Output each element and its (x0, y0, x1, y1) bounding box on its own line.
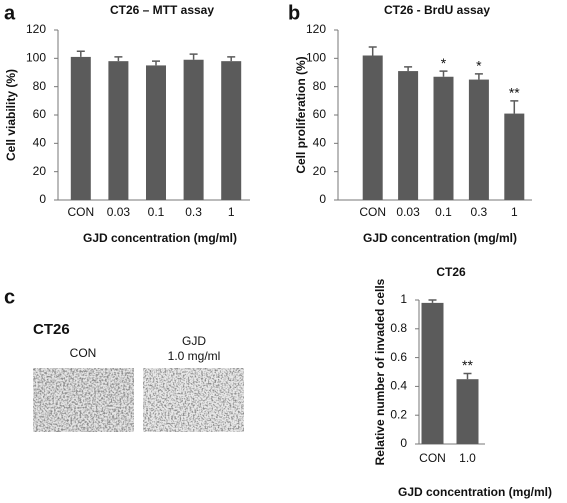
bar (433, 76, 454, 200)
bar (456, 379, 479, 444)
error-bar (428, 299, 437, 303)
error-bar (474, 73, 483, 80)
x-axis-label: GJD concentration (mg/ml) (398, 485, 552, 499)
y-tick-label: 120 (306, 22, 326, 36)
significance-mark: * (441, 55, 447, 71)
y-tick-label: 100 (26, 51, 46, 65)
y-tick-label: 0.4 (390, 379, 407, 393)
y-tick-label: 0 (319, 192, 326, 206)
y-tick-label: 0.2 (390, 407, 407, 421)
error-bar (463, 372, 472, 380)
x-tick-label: 0.1 (148, 205, 165, 219)
significance-mark: ** (509, 85, 520, 101)
y-tick-label: 20 (313, 164, 327, 178)
y-tick-label: 1 (400, 292, 407, 306)
y-tick-label: 120 (26, 22, 46, 36)
x-axis-label: GJD concentration (mg/ml) (83, 231, 237, 245)
y-axis-label: Relative number of invaded cells (373, 278, 387, 465)
x-tick-label: CON (359, 205, 386, 219)
image-label: CON (70, 346, 97, 360)
error-bar (152, 60, 160, 66)
image-label: GJD (182, 334, 206, 348)
y-tick-label: 20 (33, 164, 47, 178)
y-tick-label: 80 (33, 79, 47, 93)
error-bar (368, 46, 377, 56)
panel-label: c (4, 286, 15, 308)
micrograph-texture (143, 368, 244, 432)
error-bar (189, 53, 198, 60)
bar (183, 59, 204, 200)
x-axis-label: GJD concentration (mg/ml) (363, 231, 517, 245)
chart-title: CT26 – MTT assay (110, 3, 214, 17)
y-tick-label: 100 (306, 51, 326, 65)
significance-mark: ** (462, 357, 473, 373)
x-tick-label: 1.0 (459, 451, 476, 465)
x-tick-label: 0.03 (107, 205, 131, 219)
x-tick-label: 0.03 (396, 205, 420, 219)
error-bar (227, 56, 236, 62)
x-tick-label: 0.3 (471, 205, 488, 219)
bar (70, 56, 91, 200)
bar (398, 71, 419, 200)
image-title: CT26 (33, 321, 70, 338)
y-tick-label: 0 (400, 436, 407, 450)
significance-mark: * (476, 58, 482, 74)
bar (146, 65, 166, 201)
micrograph-texture (33, 368, 134, 432)
error-bar (114, 56, 123, 62)
y-tick-label: 0.8 (390, 321, 407, 335)
y-tick-label: 60 (33, 107, 47, 121)
y-axis-label: Cell proliferation (%) (294, 56, 308, 173)
bar (504, 113, 525, 200)
y-tick-label: 0.6 (390, 350, 407, 364)
panel-label: a (4, 2, 16, 24)
error-bar (76, 50, 85, 57)
x-tick-label: CON (419, 451, 446, 465)
chart-title: CT26 - BrdU assay (384, 3, 490, 17)
y-tick-label: 40 (33, 136, 47, 150)
error-bar (510, 100, 519, 114)
x-tick-label: CON (67, 205, 94, 219)
error-bar (439, 70, 448, 77)
bar (108, 61, 129, 200)
panel-label: b (288, 2, 300, 24)
y-tick-label: 40 (313, 136, 327, 150)
x-tick-label: 1 (511, 205, 518, 219)
bar (221, 61, 242, 200)
bar (468, 79, 489, 200)
chart-title: CT26 (436, 265, 466, 279)
image-label: 1.0 mg/ml (168, 349, 221, 363)
x-tick-label: 0.1 (435, 205, 452, 219)
bar (362, 55, 383, 200)
y-tick-label: 0 (39, 192, 46, 206)
y-tick-label: 80 (313, 79, 327, 93)
bar (421, 302, 444, 444)
x-tick-label: 1 (228, 205, 235, 219)
x-tick-label: 0.3 (185, 205, 202, 219)
y-tick-label: 60 (313, 107, 327, 121)
y-axis-label: Cell viability (%) (4, 69, 18, 161)
error-bar (404, 66, 413, 72)
